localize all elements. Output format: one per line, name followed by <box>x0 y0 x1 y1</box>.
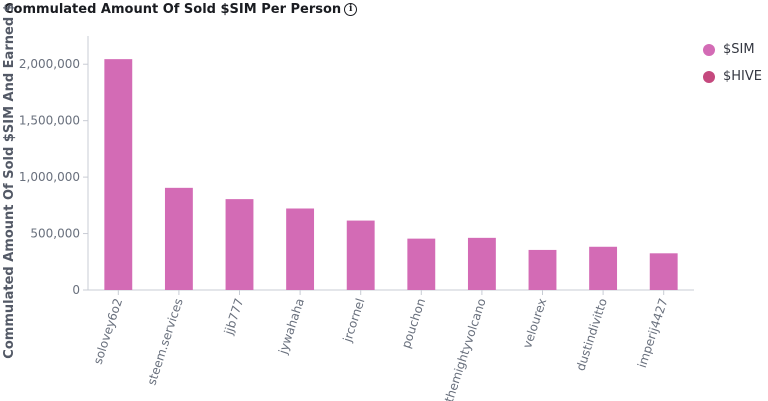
x-axis: solovey6o2 steem.services jjb777 jywahaha jr… <box>88 289 694 401</box>
x-tick-label: imperij4427 <box>635 297 671 370</box>
legend-item-sim[interactable]: $SIM <box>703 36 762 63</box>
x-tick-label: dustindivitto <box>573 297 610 373</box>
chart-title: Commulated Amount Of Sold $SIM Per Perso… <box>4 2 358 17</box>
legend: $SIM $HIVE <box>703 36 762 90</box>
x-tick-label: jrcornel <box>340 297 368 345</box>
x-tick-label: velourex <box>520 297 549 351</box>
legend-dot-sim <box>703 43 715 56</box>
legend-item-hive[interactable]: $HIVE <box>703 63 762 90</box>
bar[interactable] <box>346 220 375 290</box>
bar[interactable] <box>589 246 618 290</box>
y-tick-label: 0 <box>72 283 80 297</box>
bar[interactable] <box>528 249 557 290</box>
legend-label-sim: $SIM <box>723 42 755 57</box>
x-tick-label: themightyvolcano <box>442 297 489 401</box>
y-tick-label: 1,000,000 <box>19 170 80 184</box>
x-tick-label: solovey6o2 <box>91 297 125 366</box>
info-icon[interactable]: i <box>344 3 358 16</box>
bar[interactable] <box>649 253 678 290</box>
legend-label-hive: $HIVE <box>723 69 762 84</box>
x-tick-label: pouchon <box>399 297 428 351</box>
bar[interactable] <box>407 238 436 290</box>
y-axis: 0 500,000 1,000,000 1,500,000 2,000,000 <box>19 36 89 297</box>
y-tick-label: 2,000,000 <box>19 57 80 71</box>
y-tick-label: 1,500,000 <box>19 114 80 128</box>
x-tick-label: jywahaha <box>276 297 307 357</box>
bar[interactable] <box>467 237 496 290</box>
y-axis-label: Commulated Amount Of Sold $SIM And Earne… <box>2 3 17 358</box>
y-tick-label: 500,000 <box>30 227 80 241</box>
bar[interactable] <box>225 199 254 290</box>
bar[interactable] <box>164 187 193 290</box>
bars <box>104 59 678 290</box>
bar[interactable] <box>286 208 315 290</box>
x-tick-label: steem.services <box>144 297 185 387</box>
x-tick-label: jjb777 <box>221 297 246 338</box>
legend-dot-hive <box>703 70 715 83</box>
bar[interactable] <box>104 59 133 290</box>
chart-title-text: Commulated Amount Of Sold $SIM Per Perso… <box>4 2 342 17</box>
